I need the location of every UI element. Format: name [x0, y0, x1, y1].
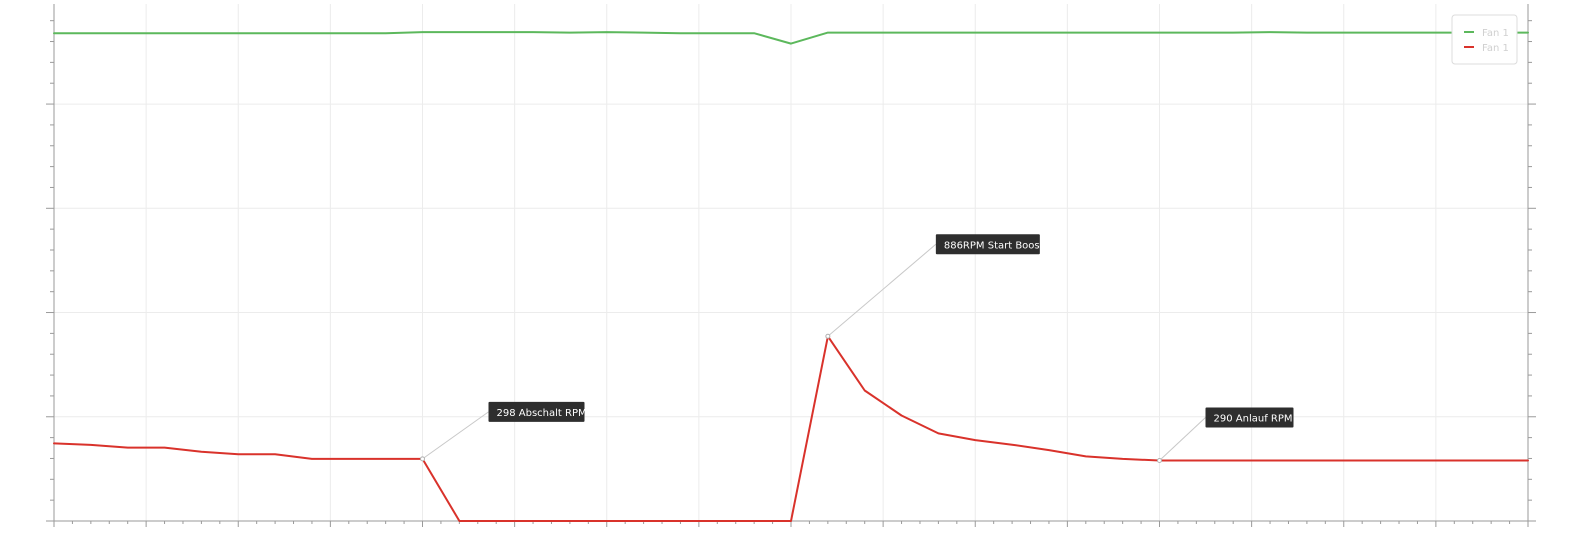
legend-box: [1451, 14, 1518, 65]
series-line-1: [53, 335, 1529, 522]
annotation: 886RPM Start Boost: [825, 234, 1044, 339]
annotation-box: [488, 401, 585, 422]
legend-item[interactable]: Fan 1: [1464, 28, 1509, 39]
legend-item[interactable]: Fan 1: [1464, 43, 1509, 54]
annotation-point-marker: [420, 456, 425, 462]
series-line-0: [53, 31, 1529, 45]
series-lines: [53, 31, 1529, 522]
annotation-leader-line: [422, 411, 489, 460]
annotation: 290 Anlauf RPM: [1157, 407, 1294, 464]
annotation-box: [935, 234, 1040, 255]
legend-label: Fan 1: [1482, 43, 1509, 54]
annotations: 298 Abschalt RPM 886RPM Start Boost 290 An…: [420, 234, 1294, 464]
annotation-label: 886RPM Start Boost: [944, 240, 1044, 251]
annotation-leader-line: [1159, 417, 1206, 461]
legend-label: Fan 1: [1482, 28, 1509, 39]
annotation-label: 298 Abschalt RPM: [497, 408, 587, 419]
annotation-label: 290 Anlauf RPM: [1214, 414, 1293, 425]
annotation-box: [1205, 407, 1294, 428]
annotation: 298 Abschalt RPM: [420, 401, 587, 462]
grid: [53, 4, 1529, 522]
annotation-point-marker: [825, 333, 831, 339]
annotation-point-marker: [1157, 458, 1162, 464]
legend[interactable]: Fan 1 Fan 1: [1451, 14, 1518, 65]
annotation-leader-line: [827, 243, 937, 337]
